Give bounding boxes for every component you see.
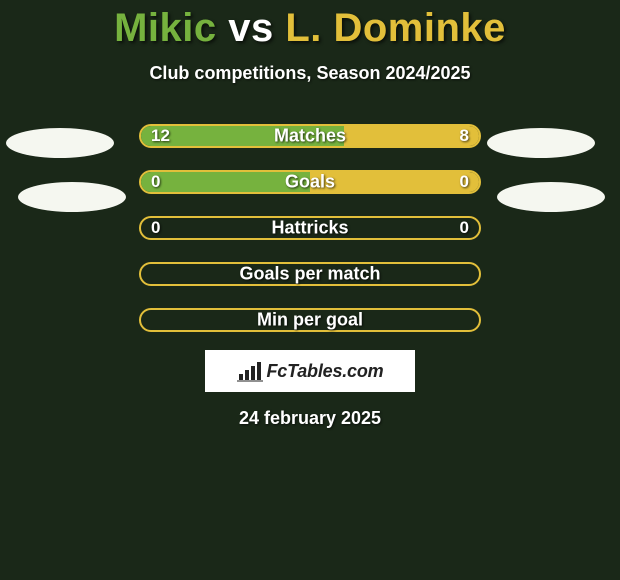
stat-row: Min per goal (139, 308, 481, 332)
stat-row: Matches128 (139, 124, 481, 148)
stat-bar-fill-player2 (310, 172, 479, 192)
player1-name: Mikic (114, 6, 217, 50)
logo-text: FcTables.com (267, 361, 384, 382)
bar-chart-icon (237, 360, 263, 382)
subtitle: Club competitions, Season 2024/2025 (0, 63, 620, 84)
player2-photo-placeholder-bottom (497, 182, 605, 212)
stat-bar-track (139, 124, 481, 148)
stat-bar-fill-player1 (141, 172, 310, 192)
stat-row: Hattricks00 (139, 216, 481, 240)
stat-row: Goals per match (139, 262, 481, 286)
page-title: Mikic vs L. Dominke (0, 6, 620, 51)
player1-photo-placeholder-top (6, 128, 114, 158)
stat-row: Goals00 (139, 170, 481, 194)
player1-photo-placeholder-bottom (18, 182, 126, 212)
stat-bar-fill-player2 (344, 126, 479, 146)
player2-name: L. Dominke (285, 6, 506, 50)
generated-date: 24 february 2025 (0, 408, 620, 429)
vs-text: vs (217, 6, 286, 50)
player2-photo-placeholder-top (487, 128, 595, 158)
stat-bar-track (139, 308, 481, 332)
stat-bar-track (139, 262, 481, 286)
stat-bar-fill-player1 (141, 126, 344, 146)
stat-bar-track (139, 216, 481, 240)
stat-bar-track (139, 170, 481, 194)
infographic-container: Mikic vs L. Dominke Club competitions, S… (0, 6, 620, 580)
source-logo: FcTables.com (205, 350, 415, 392)
